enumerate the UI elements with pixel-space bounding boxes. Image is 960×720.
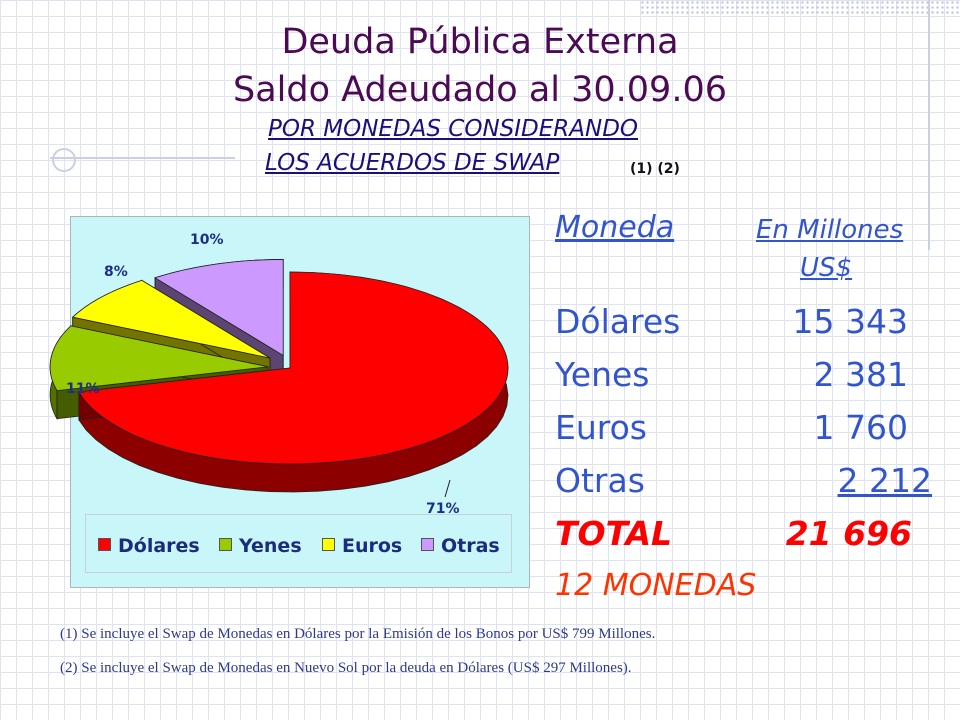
decorative-circle [52, 148, 76, 172]
legend-swatch-euros [322, 538, 335, 551]
header-moneda: Moneda [555, 210, 675, 245]
row-value-yenes: 2 381 [813, 355, 908, 394]
data-label-yenes: 11% [66, 381, 100, 397]
legend-item-dolares: Dólares [98, 535, 200, 557]
legend-swatch-yenes [219, 538, 232, 551]
legend-swatch-dolares [98, 538, 111, 551]
subtitle-line-2: LOS ACUERDOS DE SWAP [265, 150, 560, 176]
data-label-euros: 8% [104, 264, 128, 280]
legend-label-yenes: Yenes [239, 535, 302, 557]
legend-label-otras: Otras [441, 535, 500, 557]
data-label-otras: 10% [190, 232, 224, 248]
total-label: TOTAL [555, 514, 673, 553]
title-line-1: Deuda Pública Externa [281, 22, 679, 62]
data-label-dolares: 71% [426, 501, 460, 517]
total-value: 21 696 [785, 514, 912, 553]
decorative-horizontal-line [50, 157, 235, 159]
row-value-euros: 1 760 [813, 408, 908, 447]
decorative-vertical-line [928, 0, 930, 250]
header-amount-line-2: US$ [800, 253, 853, 283]
title-line-2: Saldo Adeudado al 30.09.06 [233, 70, 727, 110]
legend-item-euros: Euros [322, 535, 402, 557]
row-label-dolares: Dólares [555, 302, 681, 341]
header-amount-line-1: En Millones [756, 215, 904, 245]
legend-item-otras: Otras [421, 535, 500, 557]
legend-item-yenes: Yenes [219, 535, 302, 557]
top-dotted-band [640, 0, 960, 16]
row-value-dolares: 15 343 [792, 302, 908, 341]
pie-slice-side-yenes [49, 324, 72, 421]
footnote-2: (2) Se incluye el Swap de Monedas en Nue… [60, 660, 632, 676]
notes-reference: (1) (2) [630, 161, 680, 177]
row-label-yenes: Yenes [555, 355, 650, 394]
row-value-otras: 2 212 [837, 461, 932, 500]
chart-legend: Dólares Yenes Euros Otras [85, 514, 512, 573]
monedas-count: 12 MONEDAS [555, 568, 757, 603]
subtitle-line-1: POR MONEDAS CONSIDERANDO [268, 116, 639, 142]
row-label-otras: Otras [555, 461, 645, 500]
legend-label-dolares: Dólares [118, 535, 200, 557]
legend-label-euros: Euros [342, 535, 403, 557]
legend-swatch-otras [421, 538, 434, 551]
row-label-euros: Euros [555, 408, 647, 447]
footnote-1: (1) Se incluye el Swap de Monedas en Dól… [60, 626, 656, 642]
